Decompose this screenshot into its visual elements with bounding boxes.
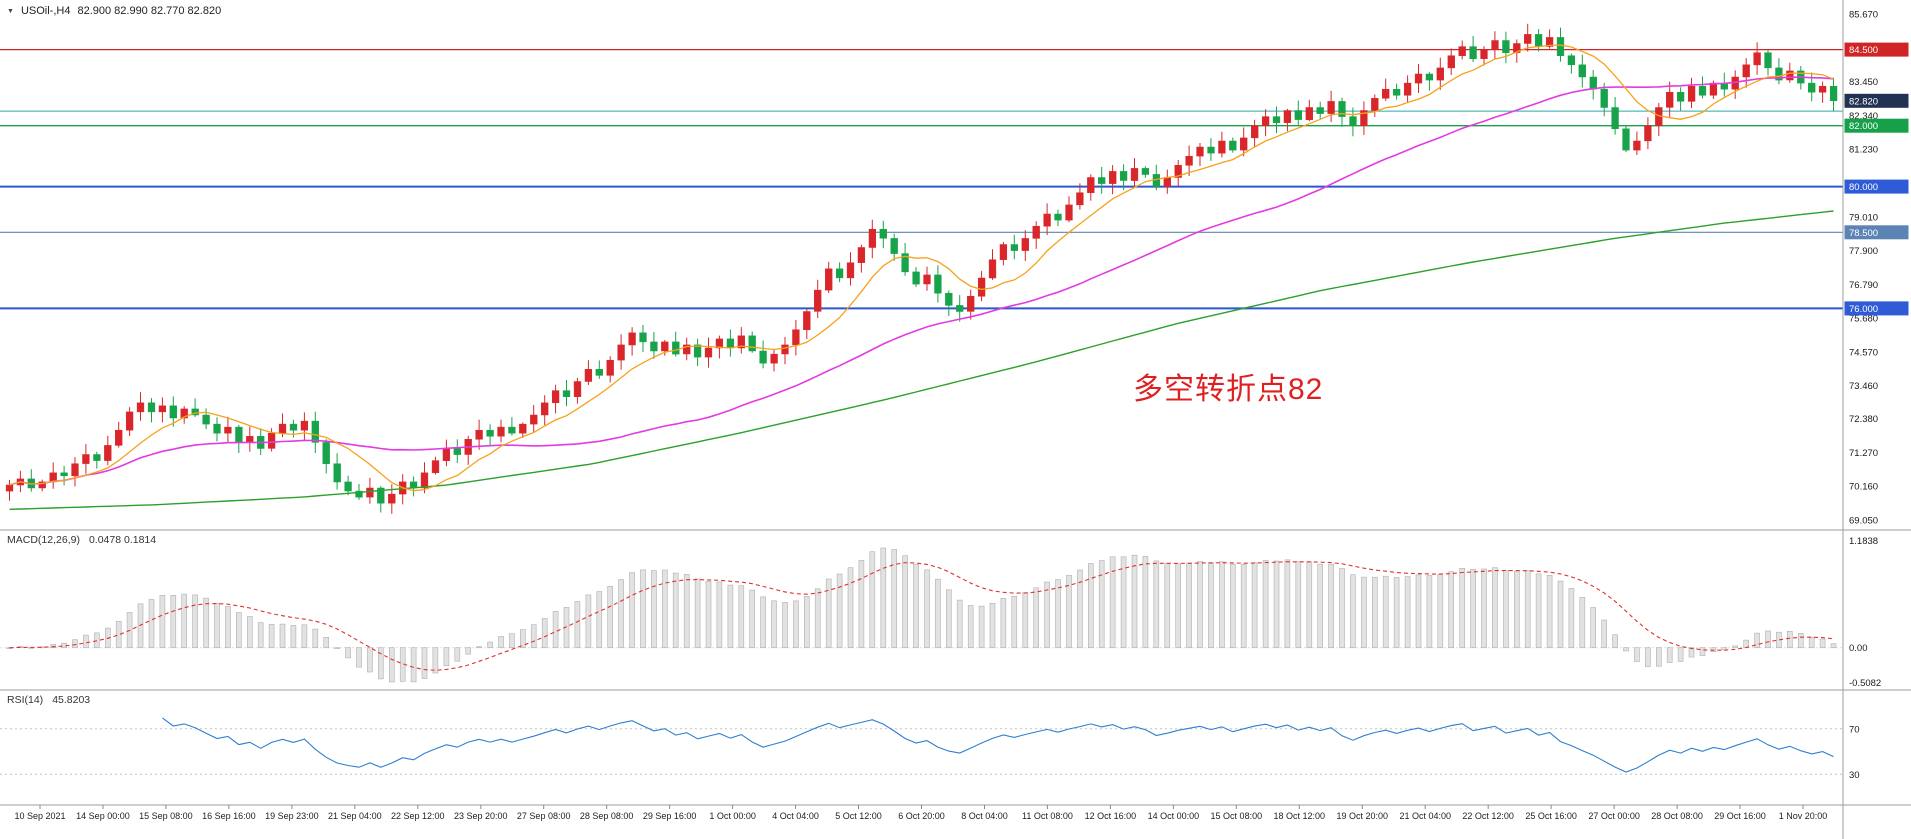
svg-text:10 Sep 2021: 10 Sep 2021 bbox=[14, 811, 65, 821]
rsi-name: RSI(14) bbox=[7, 694, 44, 706]
svg-text:27 Sep 08:00: 27 Sep 08:00 bbox=[517, 811, 571, 821]
svg-text:69.050: 69.050 bbox=[1849, 516, 1878, 527]
svg-text:1.1838: 1.1838 bbox=[1849, 536, 1878, 547]
price-axis[interactable]: 85.670 83.450 82.340 81.230 79.010 77.900 76.7… bbox=[1844, 10, 1909, 527]
macd-axis: 1.1838 0.00 -0.5082 bbox=[1849, 536, 1881, 689]
svg-text:77.900: 77.900 bbox=[1849, 246, 1878, 257]
svg-text:85.670: 85.670 bbox=[1849, 10, 1878, 21]
svg-text:70: 70 bbox=[1849, 724, 1860, 735]
svg-text:19 Sep 23:00: 19 Sep 23:00 bbox=[265, 811, 319, 821]
svg-text:21 Oct 04:00: 21 Oct 04:00 bbox=[1399, 811, 1451, 821]
chart-annotation-text[interactable]: 多空转折点82 bbox=[1133, 373, 1324, 406]
svg-text:73.460: 73.460 bbox=[1849, 381, 1878, 392]
svg-text:15 Sep 08:00: 15 Sep 08:00 bbox=[139, 811, 193, 821]
ma-fast-line bbox=[9, 44, 1834, 492]
price-badge bbox=[1844, 301, 1909, 316]
price-badge bbox=[1844, 93, 1909, 108]
svg-text:76.790: 76.790 bbox=[1849, 280, 1878, 291]
rsi-axis: 70 30 bbox=[1849, 724, 1860, 781]
svg-text:75.680: 75.680 bbox=[1849, 314, 1878, 325]
svg-text:76.000: 76.000 bbox=[1849, 304, 1878, 315]
macd-indicator-label: MACD(12,26,9) 0.0478 0.1814 bbox=[7, 534, 156, 546]
svg-text:30: 30 bbox=[1849, 770, 1860, 781]
svg-text:82.820: 82.820 bbox=[1849, 96, 1878, 107]
svg-text:5 Oct 12:00: 5 Oct 12:00 bbox=[835, 811, 882, 821]
svg-text:12 Oct 16:00: 12 Oct 16:00 bbox=[1085, 811, 1137, 821]
rsi-indicator-label: RSI(14) 45.8203 bbox=[7, 694, 90, 706]
ma-medium-line bbox=[9, 76, 1834, 486]
symbol-timeframe: USOil-,H4 bbox=[20, 5, 71, 17]
candlestick-series bbox=[5, 23, 1838, 514]
svg-text:15 Oct 08:00: 15 Oct 08:00 bbox=[1211, 811, 1263, 821]
svg-text:-0.5082: -0.5082 bbox=[1849, 678, 1881, 689]
svg-text:83.450: 83.450 bbox=[1849, 77, 1878, 88]
price-badge bbox=[1844, 179, 1909, 194]
svg-text:84.500: 84.500 bbox=[1849, 45, 1878, 56]
svg-text:72.380: 72.380 bbox=[1849, 414, 1878, 425]
svg-text:18 Oct 12:00: 18 Oct 12:00 bbox=[1274, 811, 1326, 821]
svg-text:19 Oct 20:00: 19 Oct 20:00 bbox=[1336, 811, 1388, 821]
ma-slow-line bbox=[9, 210, 1834, 510]
svg-text:82.000: 82.000 bbox=[1849, 121, 1878, 132]
svg-text:28 Sep 08:00: 28 Sep 08:00 bbox=[580, 811, 634, 821]
svg-text:79.010: 79.010 bbox=[1849, 212, 1878, 223]
svg-text:80.000: 80.000 bbox=[1849, 182, 1878, 193]
svg-text:29 Sep 16:00: 29 Sep 16:00 bbox=[643, 811, 697, 821]
svg-text:70.160: 70.160 bbox=[1849, 482, 1878, 493]
svg-text:82.340: 82.340 bbox=[1849, 111, 1878, 122]
svg-text:23 Sep 20:00: 23 Sep 20:00 bbox=[454, 811, 508, 821]
macd-values: 0.0478 0.1814 bbox=[88, 534, 157, 546]
svg-text:16 Sep 16:00: 16 Sep 16:00 bbox=[202, 811, 256, 821]
macd-name: MACD(12,26,9) bbox=[7, 534, 80, 546]
svg-text:4 Oct 04:00: 4 Oct 04:00 bbox=[772, 811, 819, 821]
rsi-line bbox=[162, 717, 1834, 773]
horizontal-level-lines bbox=[0, 48, 1843, 310]
svg-text:27 Oct 00:00: 27 Oct 00:00 bbox=[1588, 811, 1640, 821]
svg-text:22 Sep 12:00: 22 Sep 12:00 bbox=[391, 811, 445, 821]
svg-text:14 Sep 00:00: 14 Sep 00:00 bbox=[76, 811, 130, 821]
svg-text:74.570: 74.570 bbox=[1849, 347, 1878, 358]
svg-text:8 Oct 04:00: 8 Oct 04:00 bbox=[961, 811, 1008, 821]
svg-text:11 Oct 08:00: 11 Oct 08:00 bbox=[1022, 811, 1073, 821]
svg-text:81.230: 81.230 bbox=[1849, 145, 1878, 156]
price-badge bbox=[1844, 118, 1909, 133]
price-badge bbox=[1844, 42, 1909, 57]
quote-header: ▼ USOil-,H4 82.900 82.990 82.770 82.820 bbox=[7, 5, 221, 17]
ohlc-readout: 82.900 82.990 82.770 82.820 bbox=[77, 5, 222, 17]
svg-text:71.270: 71.270 bbox=[1849, 448, 1878, 459]
svg-text:78.500: 78.500 bbox=[1849, 228, 1878, 239]
svg-text:14 Oct 00:00: 14 Oct 00:00 bbox=[1148, 811, 1200, 821]
svg-text:1 Oct 00:00: 1 Oct 00:00 bbox=[709, 811, 756, 821]
svg-text:28 Oct 08:00: 28 Oct 08:00 bbox=[1651, 811, 1703, 821]
price-badge bbox=[1844, 225, 1909, 240]
symbol-dropdown-icon[interactable]: ▼ bbox=[7, 7, 14, 15]
svg-text:21 Sep 04:00: 21 Sep 04:00 bbox=[328, 811, 382, 821]
svg-text:25 Oct 16:00: 25 Oct 16:00 bbox=[1525, 811, 1577, 821]
svg-text:29 Oct 16:00: 29 Oct 16:00 bbox=[1714, 811, 1766, 821]
svg-text:6 Oct 20:00: 6 Oct 20:00 bbox=[898, 811, 945, 821]
svg-text:1 Nov 20:00: 1 Nov 20:00 bbox=[1779, 811, 1828, 821]
svg-text:0.00: 0.00 bbox=[1849, 643, 1868, 654]
rsi-value: 45.8203 bbox=[52, 694, 91, 706]
svg-text:22 Oct 12:00: 22 Oct 12:00 bbox=[1462, 811, 1514, 821]
time-axis-labels[interactable]: 10 Sep 2021 14 Sep 00:00 15 Sep 08:00 16 Se… bbox=[14, 805, 1827, 821]
